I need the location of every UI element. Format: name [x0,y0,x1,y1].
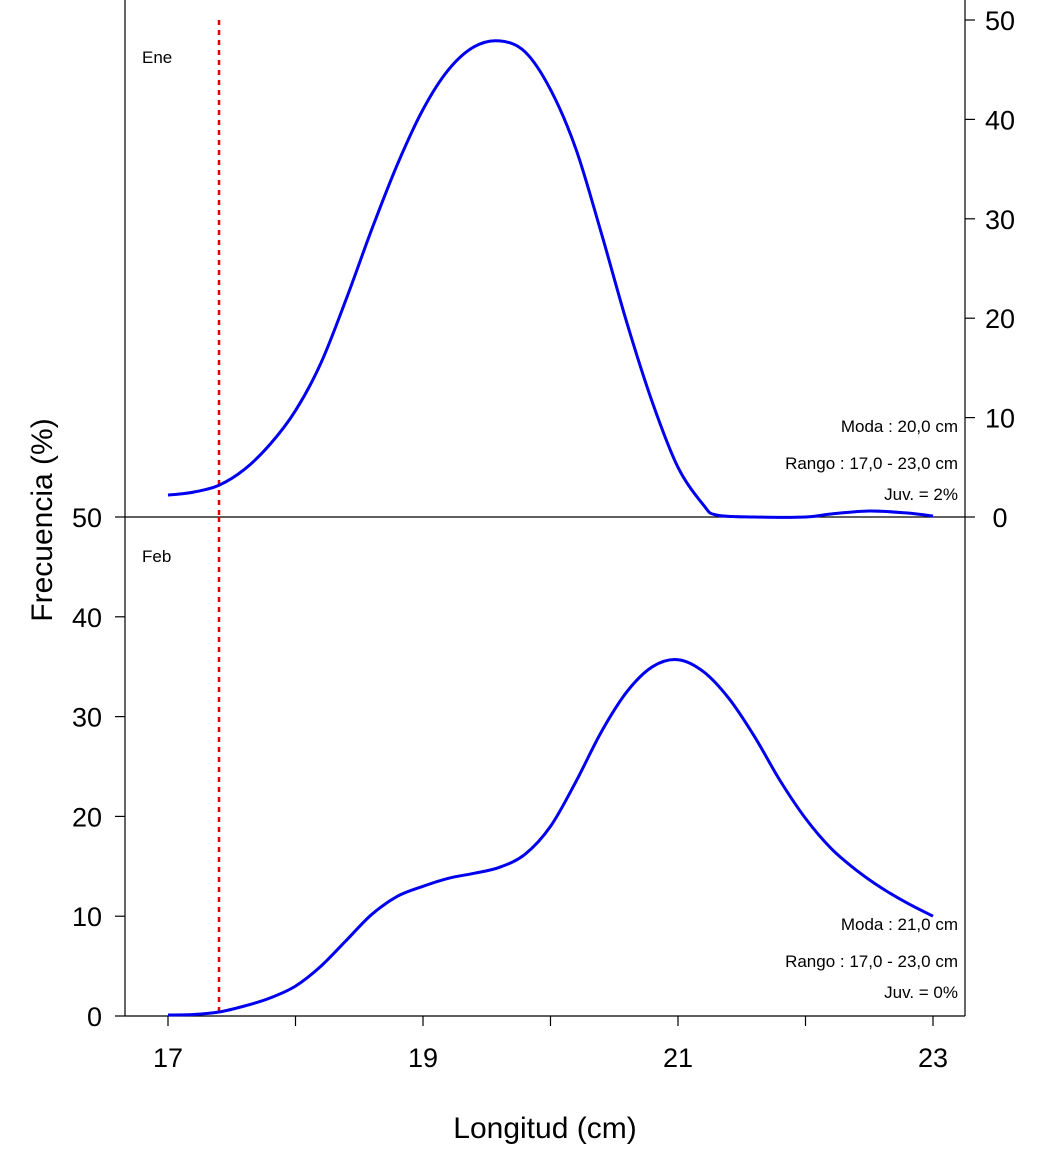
y-tick-label-right: 0 [992,503,1007,533]
juv-label-feb: Juv. = 0% [884,983,958,1002]
y-tick-label-right: 20 [985,304,1015,334]
ticks-layer: 17 19 21 23 0 10 20 30 40 50 0 10 20 30 40 50 [72,6,1015,1073]
x-axis-title: Longitud (cm) [453,1112,636,1145]
y-tick-label-left: 10 [72,902,102,932]
x-tick-label: 17 [153,1043,183,1073]
series-line-ene [167,39,934,519]
juv-label-ene: Juv. = 2% [884,485,958,504]
y-tick-label-right: 40 [985,105,1015,135]
y-tick-label-left: 50 [72,503,102,533]
y-tick-label-right: 30 [985,205,1015,235]
x-tick-label: 19 [408,1043,438,1073]
panel-label-feb: Feb [142,547,171,566]
y-tick-label-left: 30 [72,703,102,733]
y-tick-label-right: 50 [985,6,1015,36]
y-tick-label-left: 20 [72,802,102,832]
y-axis-title: Frecuencia (%) [26,418,59,621]
panel-label-ene: Ene [142,48,172,67]
moda-label-ene: Moda : 20,0 cm [841,417,958,436]
y-tick-label-left: 0 [87,1002,102,1032]
y-tick-label-left: 40 [72,603,102,633]
rango-label-ene: Rango : 17,0 - 23,0 cm [785,454,958,473]
x-tick-label: 23 [918,1043,948,1073]
curve-layer [167,39,934,1017]
moda-label-feb: Moda : 21,0 cm [841,915,958,934]
x-tick-label: 21 [663,1043,693,1073]
y-tick-label-right: 10 [985,404,1015,434]
series-line-feb [167,658,934,1017]
rango-label-feb: Rango : 17,0 - 23,0 cm [785,952,958,971]
